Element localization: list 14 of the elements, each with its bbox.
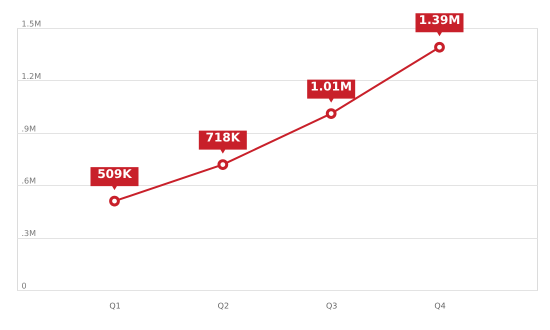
data-label: 718K: [206, 130, 241, 145]
data-label: 1.01M: [310, 80, 352, 94]
y-tick-label: .9M: [22, 124, 36, 134]
data-label: 509K: [97, 167, 132, 182]
y-tick-label: .6M: [22, 176, 36, 186]
y-tick-label: 1.2M: [22, 72, 42, 81]
y-tick-label: .3M: [22, 229, 36, 238]
data-label: 1.39M: [418, 13, 460, 28]
y-tick-label: 1.5M: [22, 20, 42, 28]
y-tick-label: 0: [22, 282, 27, 290]
x-tick-label: Q3: [326, 302, 338, 310]
x-tick-label: Q2: [218, 302, 230, 310]
x-tick-label: Q4: [434, 302, 446, 310]
x-tick-label: Q1: [109, 302, 121, 310]
